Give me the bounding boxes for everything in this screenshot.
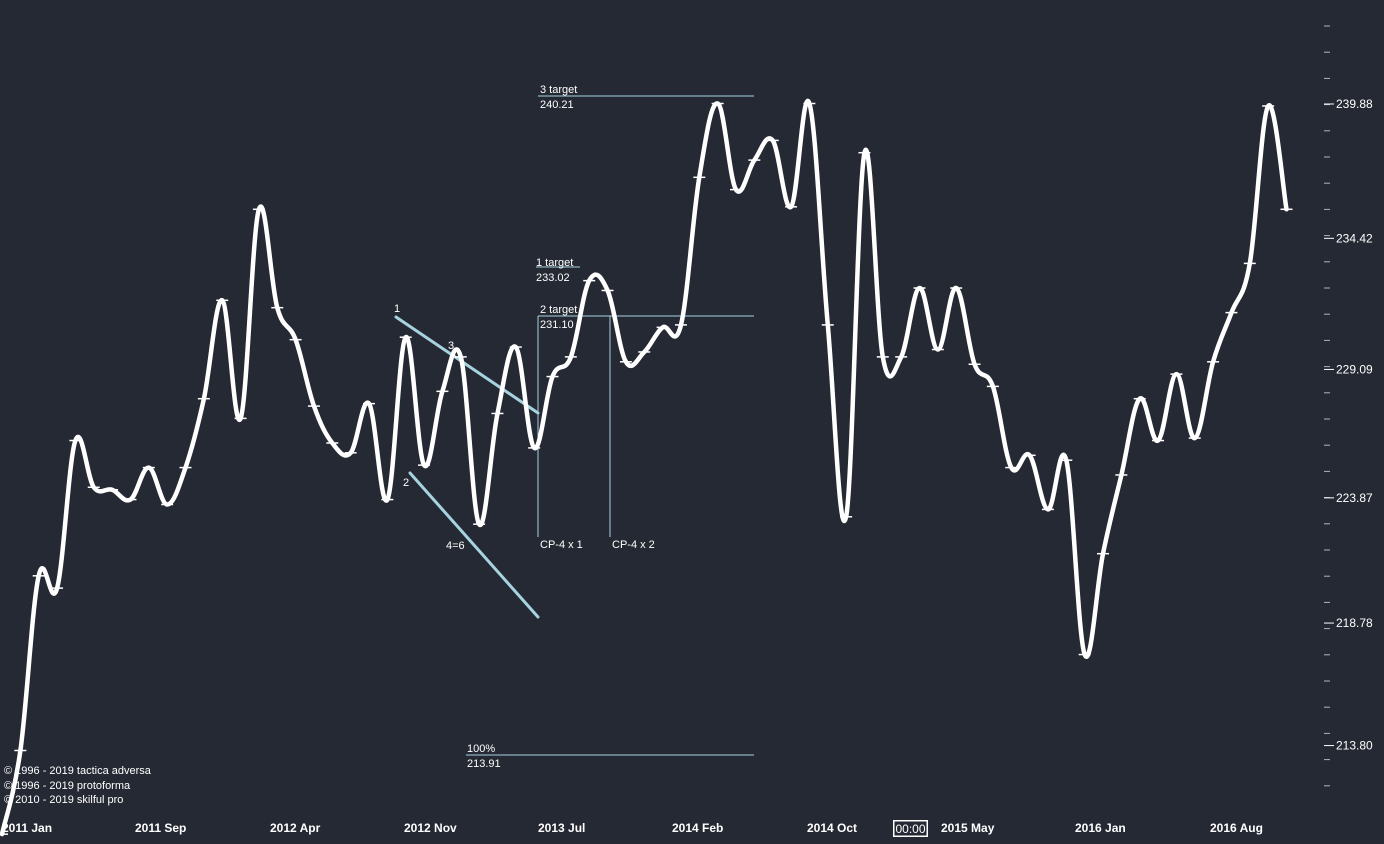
price-series bbox=[0, 98, 1293, 837]
annotations: 1 2 3 4=6 bbox=[394, 303, 465, 552]
x-tick-label: 2016 Aug bbox=[1210, 821, 1263, 835]
x-tick-label: 2013 Jul bbox=[538, 821, 585, 835]
time-badge: 00:00 bbox=[895, 822, 925, 836]
copyright-line: © 2010 - 2019 skilful pro bbox=[4, 794, 124, 806]
target-label: 2 target bbox=[540, 304, 577, 316]
target-value: 240.21 bbox=[540, 99, 574, 111]
target-value: 231.10 bbox=[540, 319, 574, 331]
lower-trendline bbox=[408, 471, 540, 619]
x-tick-label: 2012 Nov bbox=[404, 821, 457, 835]
x-tick-label: 2015 May bbox=[941, 821, 995, 835]
target-label: 3 target bbox=[540, 84, 577, 96]
x-tick-label: 2014 Oct bbox=[807, 821, 857, 835]
copyright-line: © 1996 - 2019 protoforma bbox=[4, 779, 131, 792]
target-label: 100% bbox=[467, 743, 495, 755]
upper-trendline bbox=[394, 315, 540, 415]
time-badge-inner bbox=[894, 821, 927, 836]
y-tick-label: 213.80 bbox=[1336, 739, 1373, 753]
pattern-point-label: 3 bbox=[448, 340, 454, 352]
y-tick-label: 234.42 bbox=[1336, 231, 1373, 245]
copyright-notice: © 1996 - 2019 tactica adversa © 1996 - 2… bbox=[4, 764, 151, 808]
pattern-point-label: 1 bbox=[394, 303, 400, 315]
series-line bbox=[0, 98, 1289, 837]
copyright-line: © 1996 - 2019 tactica adversa bbox=[4, 765, 151, 777]
cp-label: CP-4 x 1 bbox=[540, 539, 583, 551]
cp-label: CP-4 x 2 bbox=[612, 539, 655, 551]
pattern-point-label: 4=6 bbox=[446, 540, 465, 552]
target-label: 1 target bbox=[536, 257, 573, 269]
target-levels: 3 target 240.21 1 target 233.02 2 target 231.… bbox=[466, 84, 754, 770]
x-tick-label: 2014 Feb bbox=[672, 821, 723, 835]
x-tick-label: 2011 Sep bbox=[135, 821, 186, 835]
trendlines bbox=[394, 315, 540, 619]
target-value: 213.91 bbox=[467, 758, 501, 770]
y-tick-label: 229.09 bbox=[1336, 362, 1373, 376]
x-tick-label: 2016 Jan bbox=[1075, 821, 1126, 835]
y-tick-label: 223.87 bbox=[1336, 491, 1373, 505]
axes: 239.88 234.42 229.09 223.87 218.78 213.80 2011… bbox=[2, 25, 1373, 837]
y-tick-label: 218.78 bbox=[1336, 616, 1373, 630]
x-tick-label: 2012 Apr bbox=[270, 821, 321, 835]
pattern-point-label: 2 bbox=[403, 477, 409, 489]
y-tick-label: 239.88 bbox=[1336, 97, 1373, 111]
target-value: 233.02 bbox=[536, 272, 570, 284]
x-tick-label: 2011 Jan bbox=[2, 821, 52, 835]
